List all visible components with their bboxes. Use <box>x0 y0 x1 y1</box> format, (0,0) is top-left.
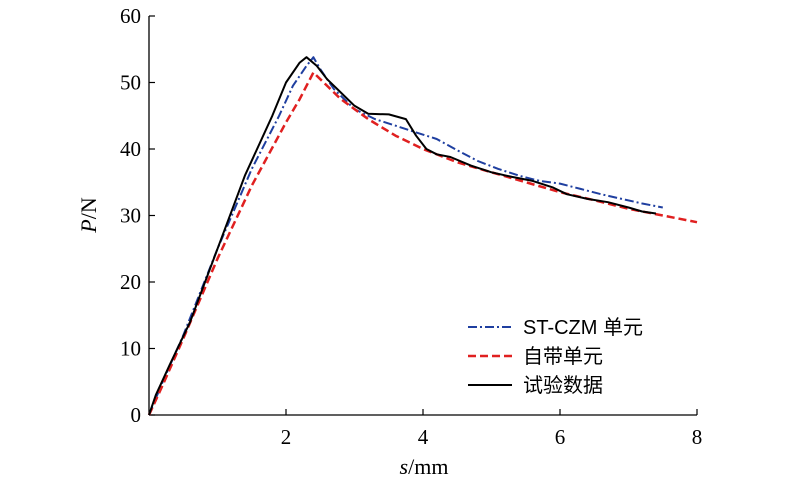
y-tick-label: 10 <box>120 337 141 361</box>
y-axis-title-italic: P <box>76 219 101 233</box>
y-axis-title: P/N <box>76 197 101 234</box>
ticks: 0 10 20 30 40 50 60 2 4 6 8 <box>120 4 702 449</box>
y-tick-label: 20 <box>120 270 141 294</box>
x-axis-title: s/mm <box>400 454 449 479</box>
legend-entry-test-data: 试验数据 <box>468 374 603 397</box>
legend-label-st-czm: ST-CZM 单元 <box>523 316 643 339</box>
series-line-st-czm <box>148 56 663 416</box>
x-axis-title-italic: s <box>400 454 409 479</box>
series-line-builtin <box>147 71 698 416</box>
x-axis-title-rest: /mm <box>408 454 448 479</box>
axes <box>148 16 697 416</box>
y-tick-label: 30 <box>120 204 141 228</box>
y-axis-title-rest: /N <box>76 197 101 219</box>
legend: ST-CZM 单元 自带单元 试验数据 <box>468 316 643 397</box>
legend-entry-st-czm: ST-CZM 单元 <box>468 316 643 339</box>
x-tick-label: 2 <box>281 425 292 449</box>
legend-entry-builtin: 自带单元 <box>468 345 603 368</box>
y-tick-label: 60 <box>120 4 141 28</box>
series-line-test-data <box>148 56 657 416</box>
series-layer <box>147 56 698 416</box>
legend-label-test-data: 试验数据 <box>523 374 603 397</box>
y-tick-label: 50 <box>120 71 141 95</box>
x-tick-label: 8 <box>692 425 703 449</box>
y-tick-label: 40 <box>120 137 141 161</box>
legend-label-builtin: 自带单元 <box>523 345 603 368</box>
x-tick-label: 4 <box>418 425 429 449</box>
y-tick-label: 0 <box>131 403 142 427</box>
x-tick-label: 6 <box>555 425 566 449</box>
